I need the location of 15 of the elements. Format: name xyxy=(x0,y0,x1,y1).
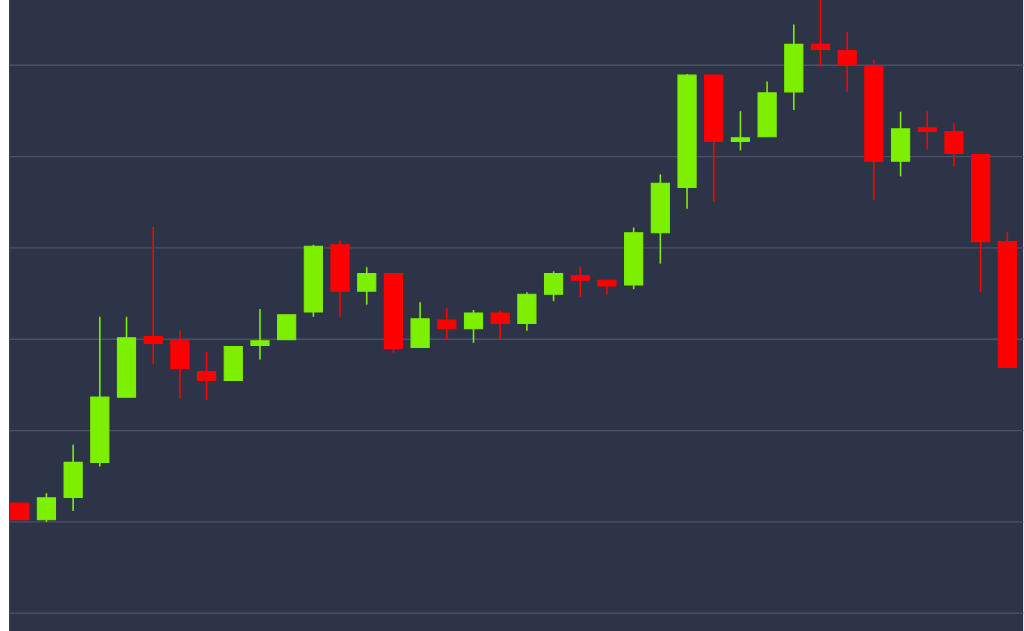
candlestick xyxy=(917,110,937,151)
candlestick xyxy=(490,309,510,341)
candlestick xyxy=(730,110,751,152)
candlestick xyxy=(837,31,857,93)
candlestick xyxy=(463,309,484,344)
candlestick xyxy=(357,266,377,306)
candlestick xyxy=(570,266,590,298)
candlestick xyxy=(543,270,564,302)
candlestick xyxy=(143,226,163,366)
candlestick xyxy=(250,308,270,361)
candlestick xyxy=(437,307,457,341)
candlestick xyxy=(36,492,57,523)
candlestick xyxy=(944,121,964,168)
candlestick xyxy=(810,0,831,68)
candlestick xyxy=(196,350,217,402)
